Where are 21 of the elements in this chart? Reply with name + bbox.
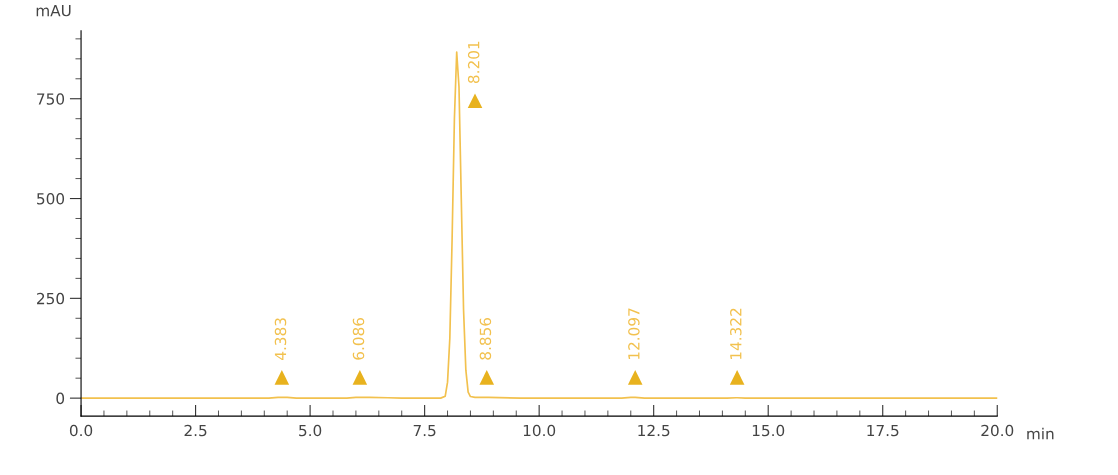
x-tick-label: 15.0	[752, 424, 785, 437]
y-tick-label: 750	[37, 93, 65, 105]
annotation: 8.856	[479, 317, 492, 360]
x-tick-label: 17.5	[867, 424, 899, 437]
x-tick-label: 20.0	[981, 424, 1014, 437]
x-tick-label: 0.0	[69, 424, 93, 437]
annotation: 6.086	[352, 317, 365, 360]
x-tick-label: 5.0	[299, 424, 322, 437]
x-tick-label: 10.0	[523, 424, 556, 437]
y-tick-label: 250	[37, 292, 65, 305]
annotation: 4.383	[274, 318, 287, 360]
annotation: 14.322	[730, 308, 742, 360]
y-tick-label: 500	[37, 193, 65, 205]
x-tick-label: 7.5	[413, 424, 436, 437]
x-tick-label: 12.5	[638, 424, 670, 437]
y-tick-label: 0	[56, 392, 65, 405]
y-axis-title: mAU	[36, 5, 71, 17]
annotation: 8.201	[467, 41, 480, 84]
annotation: 12.097	[628, 308, 640, 360]
x-tick-label: 2.5	[184, 424, 207, 437]
x-axis-title: min	[1027, 427, 1054, 440]
